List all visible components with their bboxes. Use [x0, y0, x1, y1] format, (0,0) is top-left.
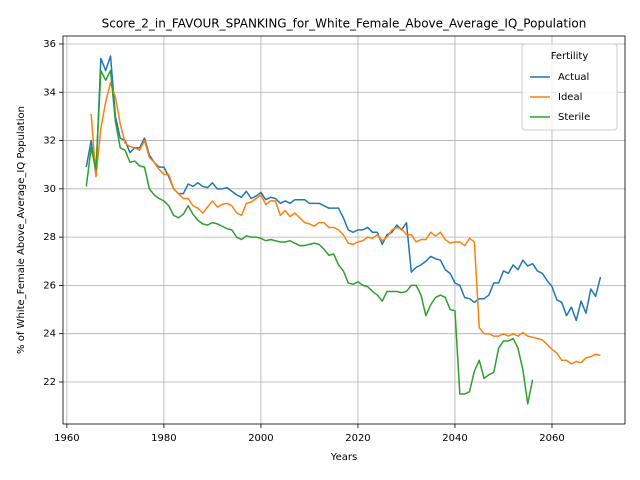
y-tick-label: 34 — [43, 87, 56, 98]
x-tick-label: 1980 — [151, 433, 176, 444]
y-tick-label: 28 — [43, 232, 56, 243]
y-tick-label: 24 — [43, 329, 56, 340]
legend-label: Sterile — [558, 112, 590, 123]
y-tick-label: 32 — [43, 136, 56, 147]
x-tick-label: 2060 — [539, 433, 564, 444]
line-series — [85, 69, 534, 405]
x-tick-label: 1960 — [54, 433, 79, 444]
chart-title: Score_2_in_FAVOUR_SPANKING_for_White_Fem… — [102, 17, 587, 31]
y-tick-label: 26 — [43, 280, 56, 291]
legend-box — [521, 43, 618, 131]
x-axis-label: Years — [330, 452, 357, 463]
line-series — [90, 81, 601, 365]
y-axis-label: % of White_Female Above_Average_IQ Popul… — [16, 106, 27, 354]
legend-label: Ideal — [558, 92, 582, 103]
legend-title: Fertility — [551, 51, 589, 62]
legend-label: Actual — [558, 72, 589, 83]
x-tick-label: 2040 — [442, 433, 467, 444]
y-tick-label: 30 — [43, 184, 56, 195]
y-tick-label: 36 — [43, 39, 56, 50]
y-tick-label: 22 — [43, 377, 56, 388]
plot-frame — [62, 35, 626, 425]
x-tick-label: 2000 — [248, 433, 273, 444]
x-tick-label: 2020 — [345, 433, 370, 444]
